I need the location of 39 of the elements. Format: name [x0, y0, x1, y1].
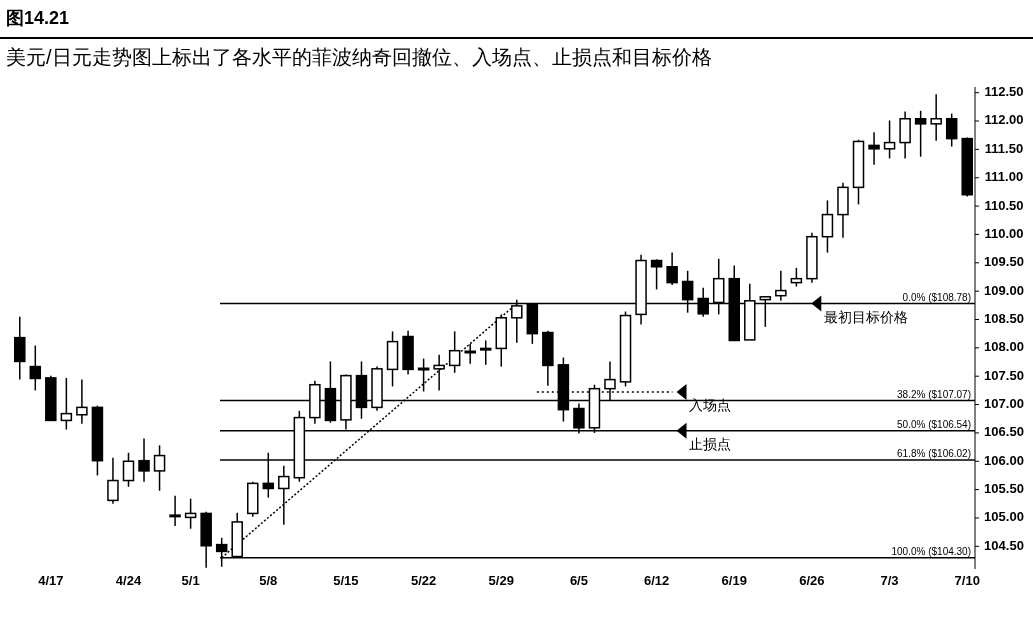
ref-line-label: 38.2% ($107.07) — [897, 388, 971, 400]
x-tick-label: 6/12 — [643, 573, 670, 588]
x-tick-label: 5/22 — [410, 573, 437, 588]
annotation: 最初目标价格 — [824, 308, 909, 325]
x-tick-label: 5/15 — [333, 573, 359, 588]
y-tick-label: 106.50 — [984, 424, 1024, 440]
y-tick-label: 107.50 — [984, 367, 1024, 383]
x-tick-label: 7/10 — [954, 573, 980, 588]
annotation: 止损点 — [689, 435, 732, 452]
y-tick-label: 108.50 — [984, 310, 1024, 326]
y-tick-label: 107.00 — [984, 395, 1024, 411]
y-tick-label: 106.00 — [984, 452, 1024, 468]
y-tick-label: 105.00 — [984, 509, 1024, 525]
x-tick-label: 5/29 — [488, 573, 514, 588]
title: 图14.21 — [6, 8, 70, 28]
y-tick-label: 111.50 — [984, 140, 1024, 156]
ref-line-label: 0.0% ($108.78) — [902, 291, 971, 303]
x-tick-label: 6/5 — [569, 573, 588, 588]
x-tick-label: 7/3 — [880, 573, 899, 588]
x-tick-label: 5/1 — [181, 573, 200, 588]
x-tick-label: 4/24 — [115, 573, 142, 588]
y-tick-label: 110.00 — [984, 225, 1024, 241]
y-tick-label: 108.00 — [984, 339, 1024, 355]
ref-line-label: 100.0% ($104.30) — [891, 545, 971, 557]
y-tick-label: 109.50 — [984, 254, 1024, 270]
ref-line-label: 50.0% ($106.54) — [897, 418, 971, 430]
y-tick-label: 105.50 — [984, 481, 1024, 497]
y-tick-label: 111.00 — [984, 169, 1024, 185]
y-tick-label: 112.50 — [984, 84, 1024, 100]
x-tick-label: 5/8 — [259, 573, 278, 588]
y-tick-label: 112.00 — [984, 112, 1024, 128]
x-tick-label: 6/26 — [799, 573, 825, 588]
subtitle: 美元/日元走势图上标出了各水平的菲波纳奇回撤位、入场点、止损点和目标价格 — [6, 46, 712, 68]
ref-line-label: 61.8% ($106.02) — [897, 448, 971, 460]
y-tick-label: 110.50 — [984, 197, 1024, 213]
x-tick-label: 6/19 — [721, 573, 747, 588]
x-tick-label: 4/17 — [38, 573, 64, 588]
y-tick-label: 109.00 — [984, 282, 1024, 298]
y-tick-label: 104.50 — [984, 537, 1024, 553]
